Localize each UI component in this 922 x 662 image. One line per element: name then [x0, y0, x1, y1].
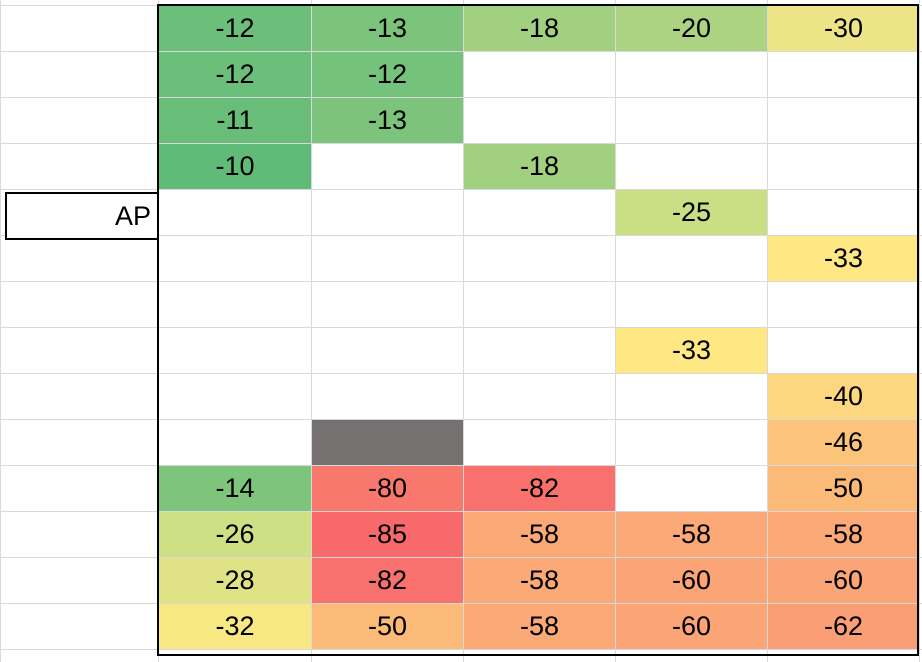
- gridline-horizontal: [0, 557, 922, 558]
- cell-r8-c2[interactable]: [312, 328, 463, 373]
- cell-r5-c1[interactable]: [159, 190, 311, 235]
- gridline-horizontal: [0, 649, 922, 650]
- cell-r8-c1[interactable]: [159, 328, 311, 373]
- cell-r7-c3[interactable]: [464, 282, 615, 327]
- cell-r8-c4[interactable]: -33: [616, 328, 767, 373]
- cell-r1-c1[interactable]: -12: [159, 6, 311, 51]
- cell-r11-c1[interactable]: -14: [159, 466, 311, 511]
- cell-r3-c5[interactable]: [768, 98, 919, 143]
- cell-r5-c5[interactable]: [768, 190, 919, 235]
- cell-r1-c4[interactable]: -20: [616, 6, 767, 51]
- gridline-horizontal: [0, 511, 922, 512]
- cell-r14-c3[interactable]: -58: [464, 604, 615, 649]
- gridline-vertical: [463, 0, 464, 662]
- cell-r8-c5[interactable]: [768, 328, 919, 373]
- cell-r1-c3[interactable]: -18: [464, 6, 615, 51]
- cell-r6-c4[interactable]: [616, 236, 767, 281]
- gridline-vertical: [615, 0, 616, 662]
- gridline-vertical: [767, 0, 768, 662]
- cell-r4-c5[interactable]: [768, 144, 919, 189]
- cell-r2-c4[interactable]: [616, 52, 767, 97]
- cell-r2-c5[interactable]: [768, 52, 919, 97]
- gridline-horizontal: [0, 327, 922, 328]
- row-label-cell[interactable]: AP: [5, 192, 159, 240]
- gridline-horizontal: [0, 51, 922, 52]
- cell-r9-c5[interactable]: -40: [768, 374, 919, 419]
- cell-r6-c5[interactable]: -33: [768, 236, 919, 281]
- cell-r2-c2[interactable]: -12: [312, 52, 463, 97]
- cell-r12-c2[interactable]: -85: [312, 512, 463, 557]
- cell-r1-c5[interactable]: -30: [768, 6, 919, 51]
- cell-r12-c1[interactable]: -26: [159, 512, 311, 557]
- cell-r2-c1[interactable]: -12: [159, 52, 311, 97]
- cell-r9-c1[interactable]: [159, 374, 311, 419]
- cell-r4-c1[interactable]: -10: [159, 144, 311, 189]
- cell-r13-c4[interactable]: -60: [616, 558, 767, 603]
- cell-r14-c1[interactable]: -32: [159, 604, 311, 649]
- cell-r10-c2[interactable]: [312, 420, 463, 465]
- gridline-vertical: [311, 0, 312, 662]
- cell-r6-c3[interactable]: [464, 236, 615, 281]
- cell-r7-c4[interactable]: [616, 282, 767, 327]
- cell-r5-c4[interactable]: -25: [616, 190, 767, 235]
- cell-r7-c1[interactable]: [159, 282, 311, 327]
- cell-r14-c4[interactable]: -60: [616, 604, 767, 649]
- cell-r10-c5[interactable]: -46: [768, 420, 919, 465]
- cell-r13-c2[interactable]: -82: [312, 558, 463, 603]
- cell-r10-c4[interactable]: [616, 420, 767, 465]
- cell-r11-c2[interactable]: -80: [312, 466, 463, 511]
- gridline-horizontal: [0, 189, 922, 190]
- cell-r12-c4[interactable]: -58: [616, 512, 767, 557]
- cell-r13-c5[interactable]: -60: [768, 558, 919, 603]
- gridline-horizontal: [0, 235, 922, 236]
- cell-r6-c2[interactable]: [312, 236, 463, 281]
- gridline-horizontal: [0, 419, 922, 420]
- cell-r9-c3[interactable]: [464, 374, 615, 419]
- cell-r14-c2[interactable]: -50: [312, 604, 463, 649]
- gridline-horizontal: [0, 281, 922, 282]
- cell-r2-c3[interactable]: [464, 52, 615, 97]
- cell-r4-c4[interactable]: [616, 144, 767, 189]
- cell-r10-c3[interactable]: [464, 420, 615, 465]
- gridline-horizontal: [0, 603, 922, 604]
- cell-r7-c2[interactable]: [312, 282, 463, 327]
- cell-r1-c2[interactable]: -13: [312, 6, 463, 51]
- gridline-vertical: [919, 0, 920, 662]
- gridline-horizontal: [0, 97, 922, 98]
- gridline-horizontal: [0, 465, 922, 466]
- cell-r4-c3[interactable]: -18: [464, 144, 615, 189]
- cell-r11-c4[interactable]: [616, 466, 767, 511]
- cell-r5-c3[interactable]: [464, 190, 615, 235]
- cell-r12-c5[interactable]: -58: [768, 512, 919, 557]
- cell-r8-c3[interactable]: [464, 328, 615, 373]
- cell-r10-c1[interactable]: [159, 420, 311, 465]
- cell-r13-c3[interactable]: -58: [464, 558, 615, 603]
- cell-r14-c5[interactable]: -62: [768, 604, 919, 649]
- cell-r4-c2[interactable]: [312, 144, 463, 189]
- cell-r9-c4[interactable]: [616, 374, 767, 419]
- cell-r3-c2[interactable]: -13: [312, 98, 463, 143]
- cell-r11-c5[interactable]: -50: [768, 466, 919, 511]
- cell-r6-c1[interactable]: [159, 236, 311, 281]
- cell-r7-c5[interactable]: [768, 282, 919, 327]
- gridline-horizontal: [0, 143, 922, 144]
- cell-r5-c2[interactable]: [312, 190, 463, 235]
- cell-r3-c3[interactable]: [464, 98, 615, 143]
- cell-r3-c1[interactable]: -11: [159, 98, 311, 143]
- gridline-horizontal: [0, 373, 922, 374]
- cell-r3-c4[interactable]: [616, 98, 767, 143]
- cell-r12-c3[interactable]: -58: [464, 512, 615, 557]
- cell-r13-c1[interactable]: -28: [159, 558, 311, 603]
- cell-r11-c3[interactable]: -82: [464, 466, 615, 511]
- gridline-vertical: [0, 0, 1, 662]
- cell-r9-c2[interactable]: [312, 374, 463, 419]
